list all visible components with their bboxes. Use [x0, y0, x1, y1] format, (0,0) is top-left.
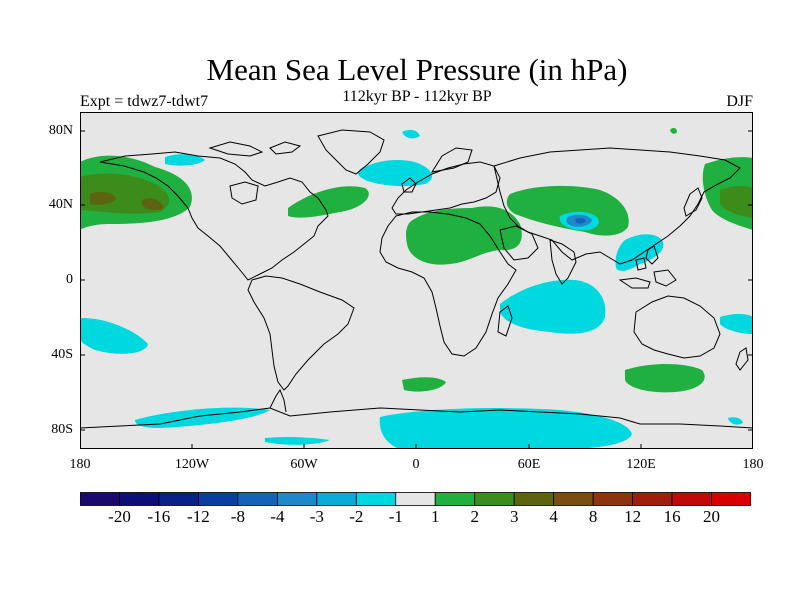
lat-label-40n: 40N — [48, 197, 73, 212]
field-north-pacific-olive-2 — [142, 198, 164, 211]
lon-label-120e: 120E — [626, 457, 656, 472]
coast-hudson-bay — [229, 181, 259, 205]
colorbar-label: 12 — [624, 507, 642, 526]
lon-label-60w: 60W — [290, 457, 318, 472]
colorbar-swatch — [276, 492, 318, 506]
colorbar-label: -16 — [147, 507, 171, 526]
coast-asia — [493, 147, 741, 265]
colorbar-swatch — [632, 492, 673, 506]
colorbar-swatch — [711, 492, 751, 506]
coast-africa — [379, 211, 517, 357]
field-arctic-cyan-2 — [402, 129, 420, 139]
colorbar-label: -8 — [230, 507, 245, 526]
colorbar-swatch — [158, 492, 199, 506]
field-sw-pacific-cyan — [720, 313, 753, 334]
colorbar-swatch — [513, 492, 555, 506]
coast-japan — [683, 187, 703, 217]
colorbar-swatch — [119, 492, 160, 506]
colorbar-swatch — [553, 492, 594, 506]
lon-label-180w: 180 — [69, 457, 91, 472]
coast-india — [549, 239, 577, 285]
lon-label-120w: 120W — [174, 457, 210, 472]
experiment-label: Expt = tdwz7-tdwt7 — [80, 93, 209, 110]
colorbar-label: -1 — [388, 507, 403, 526]
coast-australia — [633, 295, 721, 359]
field-greenland-cyan — [357, 160, 433, 187]
colorbar-label: -3 — [309, 507, 324, 526]
colorbar-swatch — [237, 492, 278, 506]
colorbar-label: 3 — [509, 507, 519, 526]
colorbar-label: 4 — [549, 507, 558, 526]
field-north-pacific-olive — [90, 191, 116, 205]
colorbar-swatch — [592, 492, 633, 506]
colorbar-label: -4 — [270, 507, 285, 526]
coast-scandinavia — [430, 147, 473, 173]
lon-label-0: 0 — [412, 457, 420, 472]
lat-label-0: 0 — [66, 272, 73, 287]
colorbar-label: 16 — [663, 507, 681, 526]
field-south-atlantic-green — [402, 377, 446, 392]
colorbar-label: 20 — [703, 507, 720, 526]
lon-label-180e: 180 — [742, 457, 764, 472]
field-south-indian-green — [625, 364, 705, 393]
coast-arabia — [499, 225, 539, 261]
coast-philippines — [645, 245, 659, 265]
lon-label-60e: 60E — [517, 457, 541, 472]
field-antarctic-cyan-small — [265, 436, 330, 445]
lat-label-40s: 40S — [51, 347, 73, 362]
colorbar-swatch — [395, 492, 436, 506]
coast-british-isles — [401, 177, 417, 193]
coast-antarctic-peninsula — [269, 388, 287, 413]
coast-north-america — [99, 151, 329, 281]
coast-antarctica — [80, 407, 753, 429]
field-tibet-deepblue — [575, 217, 586, 224]
plot-title: Mean Sea Level Pressure (in hPa) — [206, 52, 628, 87]
field-arctic-cyan-1 — [165, 154, 205, 166]
colorbar-swatch — [434, 492, 476, 506]
coast-madagascar — [497, 305, 513, 337]
coast-arctic-islands — [208, 141, 302, 157]
colorbar-label: -2 — [349, 507, 364, 526]
coast-new-zealand — [735, 347, 749, 371]
colorbar-swatch — [316, 492, 357, 506]
lat-label-80s: 80S — [51, 422, 73, 437]
field-green-spot-ne — [670, 127, 677, 134]
anomaly-fields — [80, 127, 753, 449]
colorbar-label: -20 — [108, 507, 131, 526]
field-north-pacific-darkgreen-east — [720, 186, 753, 218]
colorbar — [80, 492, 751, 506]
axis-ticks — [80, 130, 753, 449]
map-panel — [80, 112, 753, 449]
colorbar-label: 2 — [470, 507, 479, 526]
coast-south-america — [247, 275, 355, 391]
coastlines — [80, 129, 753, 429]
season-label: DJF — [726, 93, 753, 110]
field-indian-ocean-cyan — [500, 279, 606, 334]
plot-subtitle: 112kyr BP - 112kyr BP — [342, 88, 492, 105]
colorbar-label: -12 — [187, 507, 210, 526]
field-ross-cyan — [728, 417, 743, 425]
colorbar-swatch — [355, 492, 397, 506]
colorbar-swatch — [198, 492, 239, 506]
coast-se-asia-islands — [618, 257, 677, 289]
field-north-africa-green — [406, 206, 522, 265]
colorbar-swatch — [671, 492, 712, 506]
field-south-pacific-cyan — [80, 317, 148, 354]
colorbar-swatch — [80, 492, 120, 506]
field-antarctic-cyan — [379, 408, 632, 449]
field-atlantic-green — [288, 186, 369, 218]
lat-label-80n: 80N — [48, 123, 73, 138]
colorbar-label: 1 — [430, 507, 440, 526]
colorbar-label: 8 — [588, 507, 598, 526]
colorbar-swatch — [474, 492, 515, 506]
coast-greenland — [317, 129, 385, 175]
